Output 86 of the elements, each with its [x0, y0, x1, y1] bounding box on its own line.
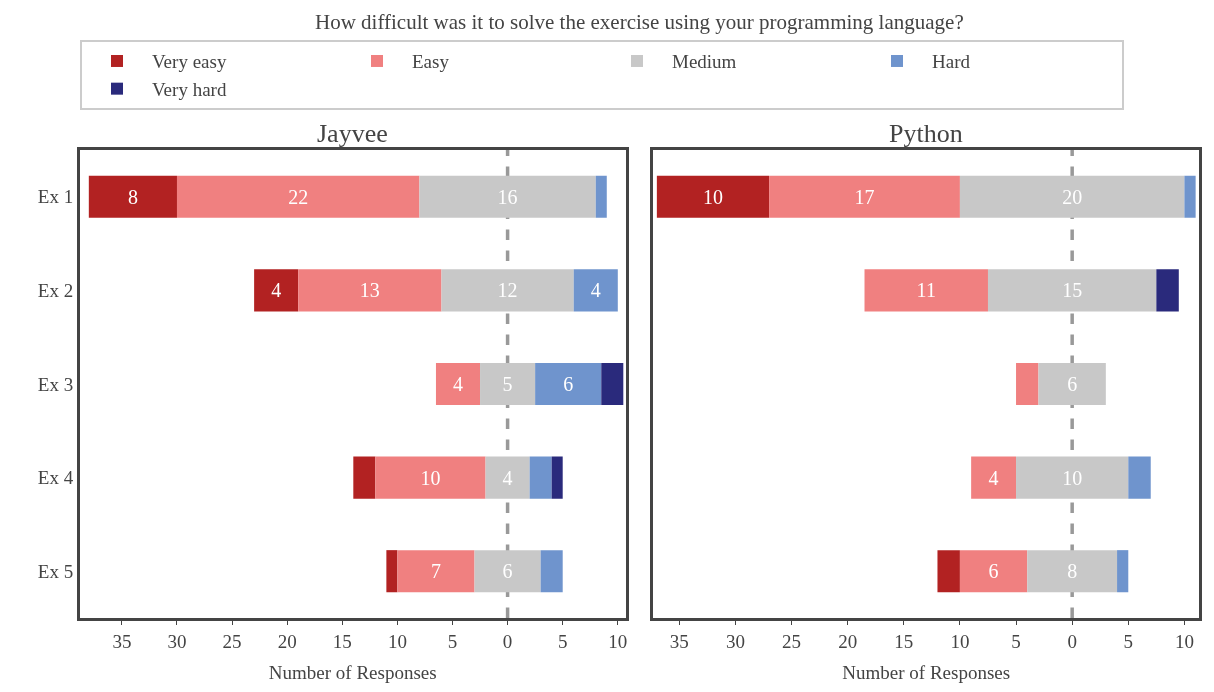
- bar: [1016, 456, 1129, 499]
- legend-label: Easy: [412, 51, 450, 73]
- bar: [529, 456, 552, 499]
- x-tick-label: 5: [1011, 630, 1021, 652]
- data-label: 4: [453, 373, 463, 395]
- bar: [1016, 362, 1039, 406]
- data-label: 13: [359, 279, 380, 302]
- data-label: 10: [420, 466, 441, 489]
- bar: [441, 269, 574, 312]
- x-tick-label: 5: [557, 630, 568, 652]
- data-label: 8: [127, 185, 138, 208]
- bar: [1128, 456, 1151, 499]
- x-tick-label: 10: [608, 630, 628, 652]
- x-tick-label: 5: [447, 630, 458, 652]
- y-tick-label: Ex 1: [37, 186, 74, 208]
- legend-label: Very easy: [152, 51, 227, 73]
- data-label: 11: [916, 279, 936, 302]
- bar: [595, 175, 607, 218]
- y-tick-label: Ex 5: [37, 560, 74, 582]
- x-tick-label: 35: [669, 630, 689, 652]
- bar: [480, 362, 536, 406]
- legend-label: Very hard: [152, 79, 227, 101]
- x-tick-label: 15: [894, 630, 914, 652]
- bar: [1184, 175, 1196, 218]
- data-label: 4: [590, 279, 601, 302]
- bar: [535, 362, 602, 406]
- y-tick-label: Ex 3: [37, 373, 74, 395]
- legend-label: Medium: [672, 51, 737, 73]
- bar: [540, 550, 563, 593]
- bar: [386, 550, 398, 593]
- bar: [937, 550, 960, 593]
- bar: [88, 175, 177, 218]
- bar: [176, 175, 420, 218]
- x-tick-label: 0: [502, 630, 513, 652]
- data-label: 4: [988, 466, 999, 489]
- bar: [1027, 550, 1118, 593]
- bar: [959, 175, 1185, 218]
- x-axis-title: Number of Responses: [842, 661, 1011, 683]
- bar: [474, 550, 541, 593]
- bar: [573, 269, 618, 312]
- data-label: 6: [563, 373, 574, 395]
- x-tick-label: 25: [222, 630, 242, 652]
- bar: [987, 269, 1157, 312]
- bar: [1117, 550, 1129, 593]
- bar: [971, 456, 1017, 499]
- bar: [864, 269, 988, 312]
- bar: [419, 175, 596, 218]
- x-tick-label: 10: [1174, 630, 1194, 652]
- chart-title: Python: [889, 119, 963, 148]
- bar: [485, 456, 530, 499]
- bar: [397, 550, 475, 593]
- data-label: 4: [271, 279, 282, 302]
- x-axis-title: Number of Responses: [268, 661, 437, 683]
- bar: [375, 456, 486, 499]
- y-tick-label: Ex 4: [37, 467, 74, 489]
- x-tick-label: 5: [1123, 630, 1134, 652]
- x-tick-label: 20: [838, 630, 858, 652]
- bar: [601, 362, 624, 406]
- text: How difficult was it to solve the exercise using your programming language?: [315, 10, 964, 34]
- bar: [551, 456, 563, 499]
- x-tick-label: 15: [332, 630, 352, 652]
- data-label: 7: [430, 560, 441, 583]
- bar: [1038, 362, 1106, 406]
- x-tick-label: 35: [112, 630, 132, 652]
- chart-title: Jayvee: [317, 119, 388, 148]
- x-tick-label: 25: [782, 630, 802, 652]
- bar: [769, 175, 960, 218]
- bar: [656, 175, 770, 218]
- data-label: 17: [854, 185, 875, 208]
- x-tick-label: 30: [725, 630, 745, 652]
- x-tick-label: 0: [1067, 630, 1077, 652]
- data-label: 22: [288, 185, 309, 208]
- bar: [1156, 269, 1179, 312]
- y-tick-label: Ex 2: [37, 280, 74, 302]
- data-label: 10: [702, 185, 723, 208]
- bar: [353, 456, 376, 499]
- x-tick-label: 10: [950, 630, 970, 652]
- data-label: 6: [988, 560, 999, 583]
- bar: [254, 269, 299, 312]
- x-tick-label: 20: [277, 630, 297, 652]
- bar: [435, 362, 481, 406]
- bar: [959, 550, 1028, 593]
- legend-label: Hard: [932, 51, 971, 73]
- bar: [298, 269, 442, 312]
- x-tick-label: 10: [387, 630, 407, 652]
- x-tick-label: 30: [167, 630, 187, 652]
